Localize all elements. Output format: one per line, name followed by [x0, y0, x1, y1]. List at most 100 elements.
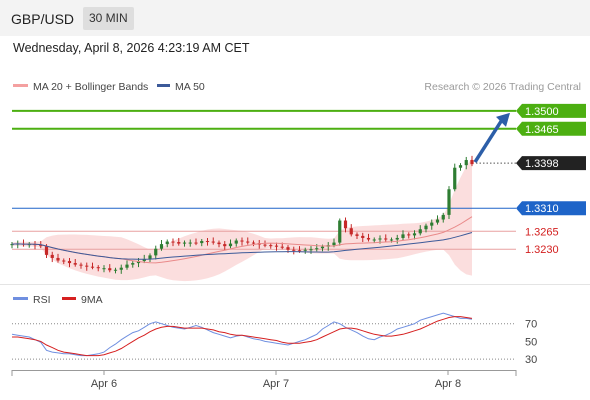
- credit-text: Research © 2026 Trading Central: [424, 81, 581, 93]
- candle-body: [217, 242, 221, 245]
- candle-body: [430, 222, 434, 226]
- candle-body: [453, 167, 457, 190]
- candle-body: [96, 267, 100, 269]
- candle-body: [458, 165, 463, 168]
- candle-body: [338, 220, 342, 243]
- candle-body: [73, 263, 77, 265]
- candle-body: [171, 241, 175, 243]
- arrow-head: [496, 112, 510, 127]
- arrow-shaft: [473, 118, 504, 164]
- header-bar: GBP/USD 30 MIN: [0, 0, 590, 36]
- candle-body: [395, 237, 399, 240]
- candle-body: [372, 239, 376, 241]
- candle-body: [113, 269, 118, 271]
- candle-body: [148, 255, 152, 259]
- candle-body: [182, 242, 187, 244]
- candle-body: [165, 241, 169, 245]
- candle-body: [194, 242, 198, 244]
- candle-body: [309, 249, 313, 251]
- candle-body: [389, 239, 394, 241]
- candle-body: [292, 249, 296, 251]
- candle-body: [315, 248, 319, 250]
- candle-body: [228, 243, 233, 247]
- candle-body: [159, 244, 164, 249]
- candle-body: [246, 241, 250, 243]
- projection-arrow: [473, 112, 510, 164]
- rsi-9ma-line: [12, 316, 473, 357]
- legend-swatch-ma20: [13, 84, 28, 87]
- candle-body: [274, 245, 279, 247]
- candle-body: [56, 257, 60, 261]
- candle-body: [378, 238, 382, 240]
- x-tick-label: Apr 7: [263, 378, 289, 390]
- candle-body: [297, 250, 302, 252]
- timestamp: Wednesday, April 8, 2026 4:23:19 AM CET: [13, 41, 250, 55]
- moving-averages: [11, 216, 473, 264]
- candle-body: [251, 242, 256, 244]
- legend-label-9ma: 9MA: [81, 294, 103, 306]
- candle-body: [50, 254, 54, 258]
- candle-body: [320, 246, 325, 249]
- level-tag: [516, 156, 586, 171]
- level-tag-label: 1.3465: [525, 124, 559, 136]
- candle-body: [286, 247, 290, 250]
- candle-body: [464, 160, 468, 166]
- candle-body: [361, 235, 365, 238]
- candle-body: [234, 240, 238, 244]
- candle-body: [263, 244, 267, 246]
- candle-body: [85, 265, 89, 267]
- level-tags: 1.3500 1.3465 1.3398 1.3310 1.3265 1.3230: [516, 103, 586, 256]
- candle-body: [10, 244, 14, 246]
- x-tick-label: Apr 6: [91, 378, 117, 390]
- rsi-tick-label: 30: [525, 354, 537, 366]
- legend-label-rsi: RSI: [33, 294, 51, 306]
- legend-label-ma20: MA 20 + Bollinger Bands: [33, 81, 148, 93]
- candle-body: [384, 238, 388, 240]
- candle-body: [401, 234, 405, 238]
- timeframe-button[interactable]: 30 MIN: [83, 7, 134, 30]
- candle-body: [240, 240, 244, 242]
- level-label: 1.3265: [525, 226, 559, 238]
- level-tag: [516, 103, 586, 118]
- candle-body: [39, 245, 43, 247]
- candle-body: [441, 214, 445, 220]
- candle-body: [332, 242, 336, 246]
- candle-body: [223, 244, 227, 247]
- candle-body: [424, 225, 428, 230]
- candle-body: [62, 260, 66, 262]
- candle-body: [119, 267, 123, 270]
- rsi-tick-label: 50: [525, 336, 537, 348]
- candle-body: [131, 263, 135, 265]
- candle-body: [407, 234, 411, 236]
- candles: [10, 155, 474, 274]
- candle-body: [79, 264, 83, 266]
- level-label: 1.3230: [525, 244, 559, 256]
- candle-body: [418, 229, 422, 234]
- candle-body: [343, 220, 348, 229]
- candle-body: [102, 268, 106, 270]
- candle-body: [211, 241, 215, 243]
- level-tag-label: 1.3398: [525, 158, 559, 170]
- candle-body: [366, 237, 371, 240]
- panel-dividers: [0, 284, 590, 371]
- ma50-line: [11, 232, 473, 260]
- candle-body: [435, 219, 440, 223]
- level-tag-label: 1.3310: [525, 203, 559, 215]
- candle-body: [108, 268, 112, 271]
- candle-body: [154, 248, 158, 256]
- candle-body: [188, 242, 192, 244]
- level-tag: [516, 121, 586, 136]
- level-tag: [516, 201, 586, 216]
- candle-body: [205, 241, 210, 243]
- candle-body: [470, 160, 474, 165]
- candle-body: [90, 266, 95, 268]
- legend-swatch-9ma: [62, 297, 76, 300]
- rsi-panel: 70 50 30: [11, 312, 537, 366]
- candle-body: [412, 233, 417, 236]
- candle-body: [67, 261, 72, 264]
- legend-swatch-ma50: [157, 84, 170, 87]
- x-axis: Apr 6 Apr 7 Apr 8: [11, 370, 517, 390]
- candle-body: [142, 258, 146, 262]
- candle-body: [280, 246, 284, 248]
